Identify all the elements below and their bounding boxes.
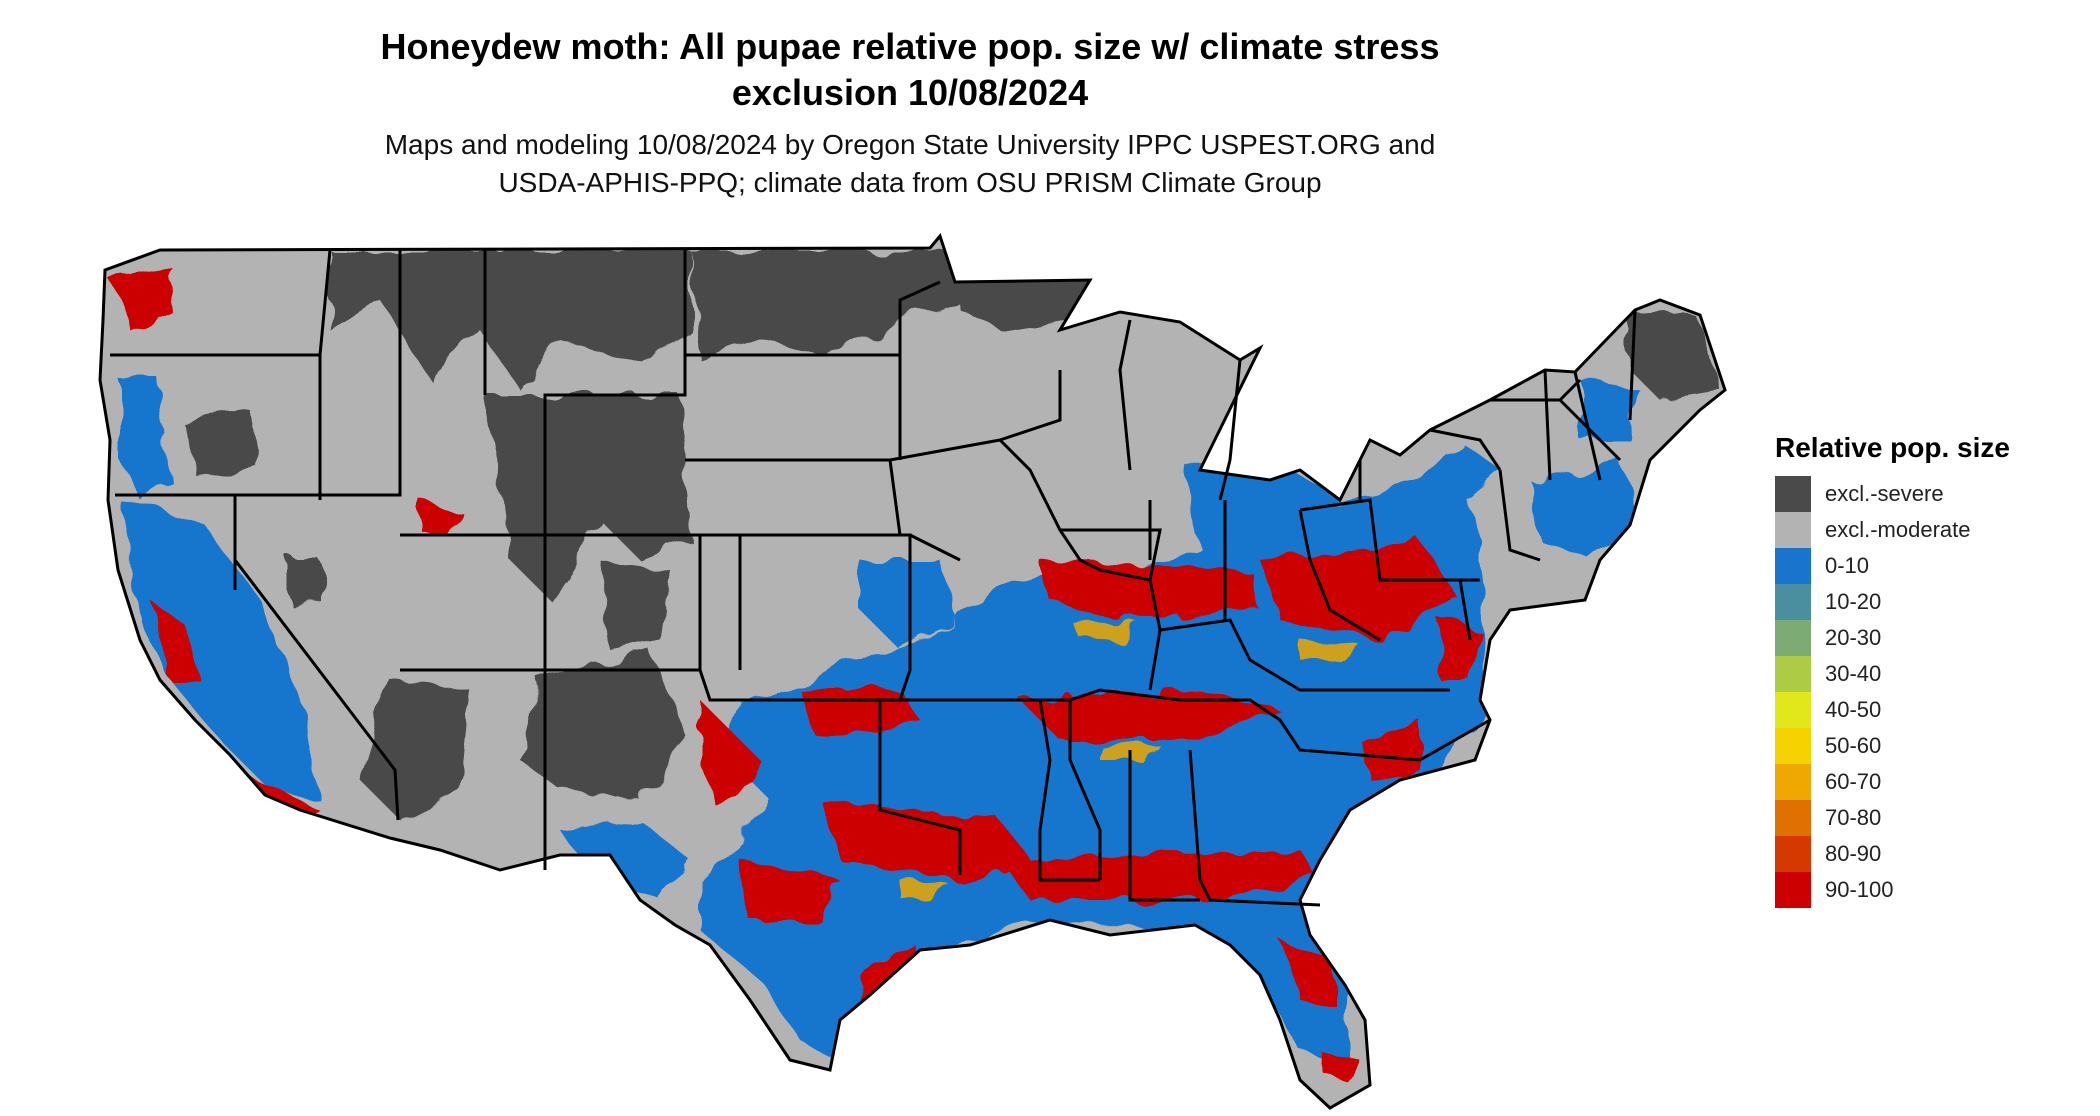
legend-swatch <box>1775 872 1811 908</box>
legend-label: 60-70 <box>1825 769 1882 794</box>
legend-item-excl-severe: excl.-severe <box>1775 476 2010 512</box>
legend-item-0-10: 0-10 <box>1775 548 2010 584</box>
legend-label: 30-40 <box>1825 661 1882 686</box>
legend-item-70-80: 70-80 <box>1775 800 2010 836</box>
legend-item-80-90: 80-90 <box>1775 836 2010 872</box>
legend-label: 20-30 <box>1825 625 1882 650</box>
legend-label: 10-20 <box>1825 589 1882 614</box>
legend-swatch <box>1775 764 1811 800</box>
legend-item-40-50: 40-50 <box>1775 692 2010 728</box>
state-boundaries <box>98 232 1727 1110</box>
legend-label: 40-50 <box>1825 697 1882 722</box>
legend-item-30-40: 30-40 <box>1775 656 2010 692</box>
excl-severe-areas <box>180 250 1720 820</box>
legend-swatch <box>1775 476 1811 512</box>
map-subtitle: Maps and modeling 10/08/2024 by Oregon S… <box>300 126 1520 202</box>
legend-label: 70-80 <box>1825 805 1882 830</box>
legend-label: 80-90 <box>1825 841 1882 866</box>
legend-item-excl-moderate: excl.-moderate <box>1775 512 2010 548</box>
legend-swatch <box>1775 800 1811 836</box>
legend-item-90-100: 90-100 <box>1775 872 2010 908</box>
legend-swatch <box>1775 692 1811 728</box>
subtitle-line-2: USDA-APHIS-PPQ; climate data from OSU PR… <box>498 167 1322 198</box>
range-80-100-areas <box>110 270 1480 1085</box>
legend-item-50-60: 50-60 <box>1775 728 2010 764</box>
legend-label: 0-10 <box>1825 553 1870 578</box>
legend-swatch <box>1775 656 1811 692</box>
legend-swatch <box>1775 836 1811 872</box>
title-line-2: exclusion 10/08/2024 <box>731 72 1089 113</box>
legend-label: excl.-severe <box>1825 481 1944 506</box>
range-0-10-areas <box>120 380 1640 1070</box>
legend-swatch <box>1775 512 1811 548</box>
legend: Relative pop. size excl.-severe excl.-mo… <box>1775 428 2010 908</box>
legend-item-20-30: 20-30 <box>1775 620 2010 656</box>
legend-swatch <box>1775 728 1811 764</box>
legend-title: Relative pop. size <box>1775 432 2010 463</box>
map-title: Honeydew moth: All pupae relative pop. s… <box>300 24 1520 116</box>
legend-item-60-70: 60-70 <box>1775 764 2010 800</box>
legend-item-10-20: 10-20 <box>1775 584 2010 620</box>
legend-swatch <box>1775 548 1811 584</box>
title-line-1: Honeydew moth: All pupae relative pop. s… <box>380 26 1440 67</box>
subtitle-line-1: Maps and modeling 10/08/2024 by Oregon S… <box>384 129 1436 160</box>
legend-label: excl.-moderate <box>1825 517 1971 542</box>
legend-label: 90-100 <box>1825 877 1894 902</box>
legend-label: 50-60 <box>1825 733 1882 758</box>
legend-swatch <box>1775 620 1811 656</box>
legend-swatch <box>1775 584 1811 620</box>
